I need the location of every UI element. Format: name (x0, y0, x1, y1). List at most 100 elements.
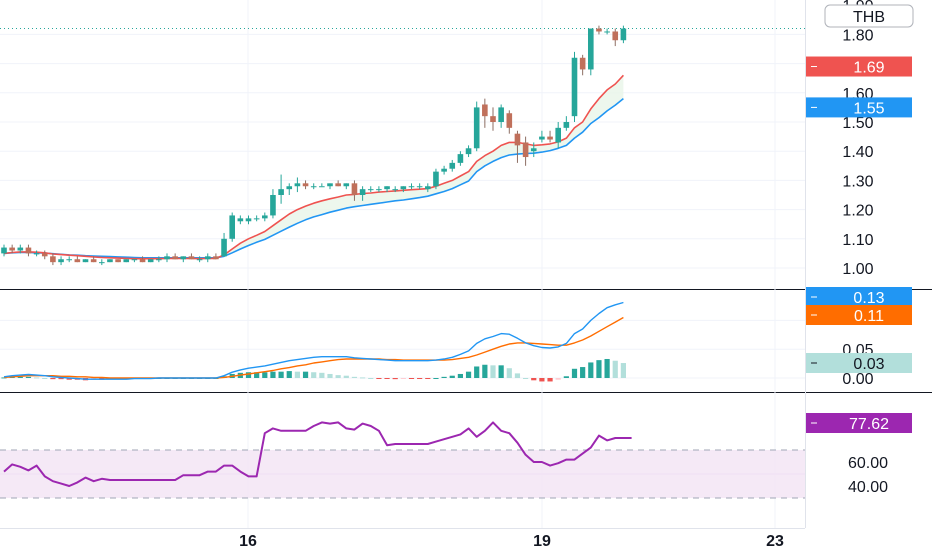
candle[interactable] (416, 183, 423, 190)
candle[interactable] (392, 186, 398, 193)
candle-body (555, 127, 561, 143)
candle[interactable] (58, 256, 64, 266)
candle[interactable] (343, 183, 350, 190)
candle[interactable] (164, 253, 170, 263)
candle-body (514, 133, 521, 146)
candle[interactable] (156, 256, 162, 263)
candle[interactable] (498, 104, 504, 128)
candle[interactable] (9, 244, 15, 254)
candle[interactable] (107, 259, 113, 263)
candle[interactable] (74, 256, 81, 263)
ema-slow-value-label[interactable]: 1.55 (806, 97, 912, 118)
candle[interactable] (1, 244, 7, 257)
candle[interactable] (245, 215, 252, 225)
currency-badge[interactable]: THB (824, 4, 914, 28)
price-pane[interactable] (0, 25, 805, 266)
candle[interactable] (367, 186, 374, 193)
candle[interactable] (579, 54, 586, 76)
candle[interactable] (351, 180, 358, 201)
macd-pane[interactable] (1, 301, 626, 382)
candle[interactable] (563, 116, 570, 131)
candle[interactable] (319, 183, 325, 188)
candle[interactable] (41, 250, 48, 260)
candle[interactable] (620, 25, 627, 44)
candle[interactable] (90, 256, 97, 263)
candle[interactable] (229, 212, 235, 242)
candle[interactable] (530, 142, 537, 158)
candle[interactable] (115, 259, 121, 263)
candle[interactable] (33, 250, 40, 257)
candle[interactable] (539, 130, 545, 143)
candle[interactable] (66, 256, 72, 263)
candle-body (465, 148, 472, 155)
candle[interactable] (335, 180, 341, 187)
candle-body (433, 171, 439, 187)
candle[interactable] (17, 244, 24, 254)
candle[interactable] (99, 259, 105, 266)
candle[interactable] (302, 180, 309, 190)
macd-histogram-bar (278, 371, 284, 378)
histogram-value-label[interactable]: 0.03 (806, 353, 912, 373)
ema-fast-value-label[interactable]: 1.69 (806, 56, 912, 77)
candle[interactable] (457, 151, 464, 166)
candle[interactable] (506, 110, 513, 134)
candle[interactable] (441, 165, 447, 175)
candle[interactable] (237, 215, 244, 225)
candle[interactable] (482, 98, 488, 128)
candle[interactable] (449, 159, 456, 172)
candle[interactable] (82, 259, 89, 263)
candle[interactable] (522, 136, 529, 166)
candle[interactable] (25, 244, 32, 257)
candle[interactable] (425, 183, 431, 193)
candle[interactable] (213, 253, 219, 260)
candle[interactable] (147, 259, 154, 263)
candle[interactable] (473, 101, 480, 152)
candle[interactable] (180, 256, 187, 263)
candle[interactable] (139, 256, 146, 263)
candle[interactable] (400, 186, 407, 193)
candle[interactable] (286, 183, 293, 195)
candle[interactable] (604, 28, 610, 35)
macd-histogram-bar (351, 376, 358, 378)
candle[interactable] (433, 168, 439, 190)
candle[interactable] (50, 253, 56, 266)
rsi-pane[interactable] (0, 421, 805, 499)
candle-body (237, 218, 244, 222)
candle[interactable] (204, 253, 211, 263)
candle[interactable] (588, 28, 594, 76)
candle[interactable] (359, 186, 366, 201)
candle[interactable] (408, 183, 415, 190)
candle[interactable] (465, 145, 472, 158)
candle[interactable] (490, 107, 496, 131)
candle[interactable] (172, 253, 178, 260)
candle[interactable] (188, 253, 195, 260)
candle[interactable] (270, 189, 276, 219)
candle[interactable] (514, 130, 521, 163)
candle[interactable] (253, 215, 260, 222)
candle[interactable] (196, 256, 203, 263)
time-axis[interactable]: 16 19 23 (239, 533, 784, 550)
histogram-value-label-bg (806, 353, 912, 373)
rsi-value-label[interactable]: 77.62 (806, 413, 912, 433)
candle[interactable] (310, 183, 317, 190)
candle[interactable] (547, 130, 553, 143)
macd-value-label[interactable]: 0.13 (806, 287, 912, 307)
candle[interactable] (612, 28, 619, 47)
candle[interactable] (327, 183, 333, 190)
candle[interactable] (294, 177, 301, 193)
candle[interactable] (384, 186, 390, 193)
candle[interactable] (131, 259, 138, 263)
candle[interactable] (278, 174, 284, 204)
candle[interactable] (221, 232, 227, 257)
candle[interactable] (262, 212, 268, 222)
candle[interactable] (555, 122, 561, 149)
candle[interactable] (376, 186, 382, 193)
candle[interactable] (596, 25, 602, 35)
price-axis[interactable]: 1.901.801.601.501.401.301.201.101.000.05… (806, 0, 912, 496)
signal-value-label[interactable]: 0.11 (806, 305, 912, 325)
candle-body (604, 31, 610, 33)
candle[interactable] (571, 51, 578, 122)
candle[interactable] (123, 259, 130, 263)
